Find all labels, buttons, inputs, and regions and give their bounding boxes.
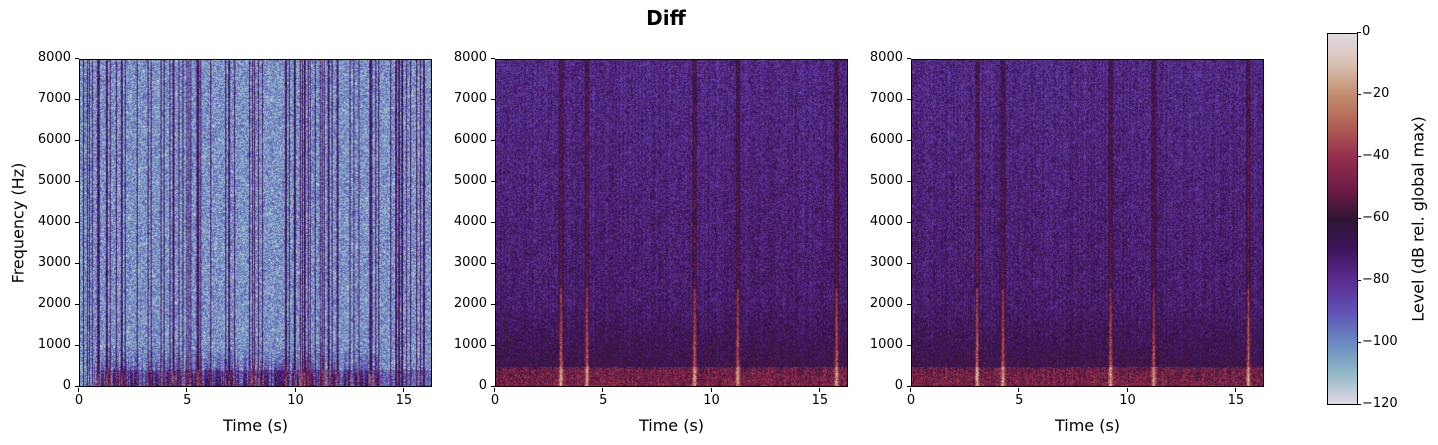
spectrogram-panel-2 — [495, 59, 848, 387]
colorbar-tick-label: −40 — [1356, 148, 1390, 163]
y-tick-label: 5000 — [843, 173, 911, 188]
x-tick-label: 15 — [1221, 388, 1251, 408]
x-tick-label: 15 — [805, 388, 835, 408]
y-tick-label: 4000 — [843, 214, 911, 229]
x-tick-label: 0 — [896, 388, 926, 408]
colorbar-tick-label: 0 — [1356, 24, 1371, 39]
colorbar-tick-label: −20 — [1356, 86, 1390, 101]
y-tick-label: 2000 — [11, 296, 79, 311]
y-tick-label: 2000 — [427, 296, 495, 311]
y-tick-label: 1000 — [427, 337, 495, 352]
x-tick-label: 10 — [1113, 388, 1143, 408]
y-tick-label: 1000 — [11, 337, 79, 352]
x-tick-label: 10 — [697, 388, 727, 408]
y-tick-label: 8000 — [843, 50, 911, 65]
y-tick-label: 5000 — [427, 173, 495, 188]
colorbar-tick-label: −60 — [1356, 210, 1390, 225]
colorbar-tick-label: −120 — [1357, 396, 1398, 411]
y-tick-label: 7000 — [427, 91, 495, 106]
spectrogram-panel-3 — [911, 59, 1264, 387]
colorbar-tick-label: −80 — [1356, 272, 1390, 287]
y-tick-label: 0 — [11, 378, 79, 393]
y-tick-label: 3000 — [11, 255, 79, 270]
figure-title: Diff — [646, 6, 686, 30]
y-tick-label: 7000 — [843, 91, 911, 106]
y-tick-label: 4000 — [11, 214, 79, 229]
x-tick-label: 5 — [1004, 388, 1034, 408]
colorbar-label: Level (dB rel. global max) — [1408, 116, 1428, 322]
y-tick-label: 6000 — [843, 132, 911, 147]
x-tick-label: 5 — [172, 388, 202, 408]
y-tick-label: 8000 — [11, 50, 79, 65]
y-tick-label: 3000 — [427, 255, 495, 270]
y-tick-label: 6000 — [11, 132, 79, 147]
y-tick-label: 1000 — [843, 337, 911, 352]
y-tick-label: 5000 — [11, 173, 79, 188]
x-tick-label: 5 — [588, 388, 618, 408]
x-axis-label-2: Time (s) — [638, 416, 705, 435]
colorbar-tick-label: −100 — [1357, 334, 1398, 349]
x-tick-label: 0 — [64, 388, 94, 408]
y-tick-label: 8000 — [427, 50, 495, 65]
spectrogram-panel-1 — [79, 59, 432, 387]
colorbar — [1327, 33, 1358, 405]
y-tick-label: 7000 — [11, 91, 79, 106]
y-tick-label: 4000 — [427, 214, 495, 229]
y-tick-label: 6000 — [427, 132, 495, 147]
x-tick-label: 15 — [389, 388, 419, 408]
x-tick-label: 10 — [281, 388, 311, 408]
y-tick-label: 0 — [843, 378, 911, 393]
x-tick-label: 0 — [480, 388, 510, 408]
y-tick-label: 0 — [427, 378, 495, 393]
y-tick-label: 2000 — [843, 296, 911, 311]
y-tick-label: 3000 — [843, 255, 911, 270]
x-axis-label-1: Time (s) — [222, 416, 289, 435]
x-axis-label-3: Time (s) — [1054, 416, 1121, 435]
